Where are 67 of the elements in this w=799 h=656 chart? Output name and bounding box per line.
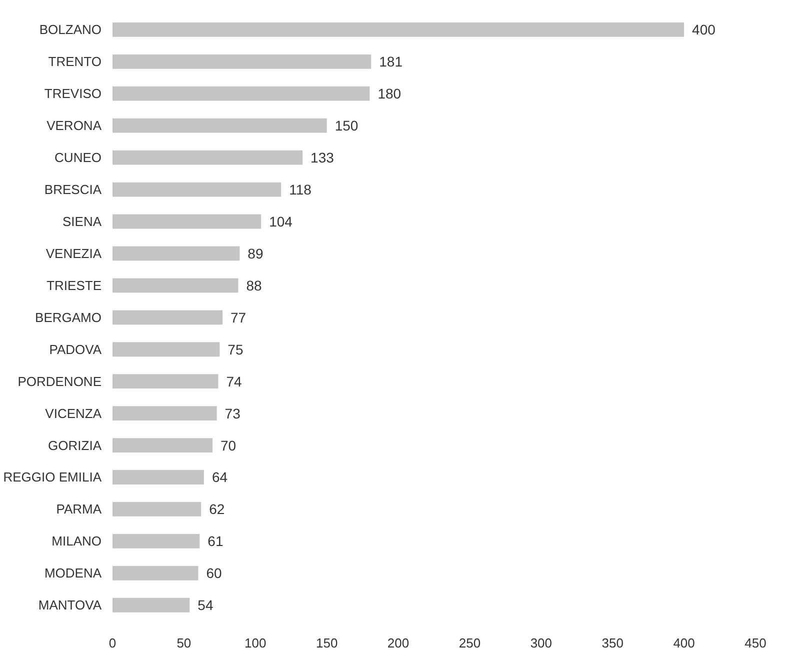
data-label: 180 [378,86,402,102]
bar [112,278,238,293]
bar [112,502,202,516]
y-tick-label: SIENA [62,214,102,229]
data-label: 77 [230,309,246,326]
bar [112,182,282,197]
y-tick-label: MILANO [52,534,102,549]
data-label: 73 [224,405,241,422]
y-tick-label: BRESCIA [44,182,102,198]
y-tick-label: MODENA [44,566,102,581]
x-tick-label: 0 [108,636,116,650]
bar [112,534,200,548]
y-tick-label: TREVISO [44,86,102,102]
x-tick-label: 150 [316,636,338,650]
bar [112,566,198,580]
bar [112,86,370,101]
data-label: 54 [198,597,214,614]
bar [112,118,327,133]
bar [112,214,262,229]
y-tick-label: TRIESTE [46,278,102,293]
data-label: 62 [209,501,225,518]
bar [112,310,223,325]
bar [112,246,240,261]
y-tick-label: VICENZA [45,406,102,421]
x-tick-label: 50 [176,636,192,650]
bar [112,470,204,484]
bar [112,406,217,420]
y-tick-label: REGGIO EMILIA [3,470,102,485]
y-tick-label: VERONA [46,118,102,134]
data-label: 133 [310,150,334,166]
bar [112,22,684,37]
data-label: 118 [289,182,312,198]
data-label: 150 [334,118,358,134]
bar [112,342,220,357]
data-label: 89 [248,245,264,262]
data-label: 75 [228,341,244,358]
data-label: 400 [692,22,716,38]
y-tick-label: BOLZANO [39,22,102,38]
y-tick-label: PADOVA [49,342,102,357]
x-tick-label: 100 [244,636,266,650]
x-tick-label: 350 [602,636,624,650]
bar [112,438,213,452]
bar [112,54,372,69]
y-tick-label: PARMA [56,502,102,517]
data-label: 88 [246,277,262,294]
bar [112,598,190,612]
data-label: 64 [212,469,228,486]
y-tick-label: GORIZIA [48,438,102,453]
x-tick-label: 200 [387,636,410,650]
data-label: 181 [379,54,403,70]
data-label: 60 [206,565,222,582]
bar [112,150,303,165]
y-tick-label: TRENTO [48,54,102,70]
data-label: 104 [269,213,293,230]
y-tick-label: PORDENONE [18,374,102,389]
y-tick-label: CUNEO [54,150,102,166]
y-tick-label: MANTOVA [38,598,102,613]
x-tick-label: 400 [673,636,695,650]
data-label: 70 [220,437,236,454]
y-tick-label: BERGAMO [35,310,102,325]
y-tick-label: VENEZIA [46,246,102,261]
x-tick-label: 300 [530,636,552,650]
data-label: 74 [226,373,242,390]
x-tick-label: 450 [744,636,766,650]
bar [112,374,218,389]
data-label: 61 [208,533,224,550]
x-tick-label: 250 [458,636,481,650]
